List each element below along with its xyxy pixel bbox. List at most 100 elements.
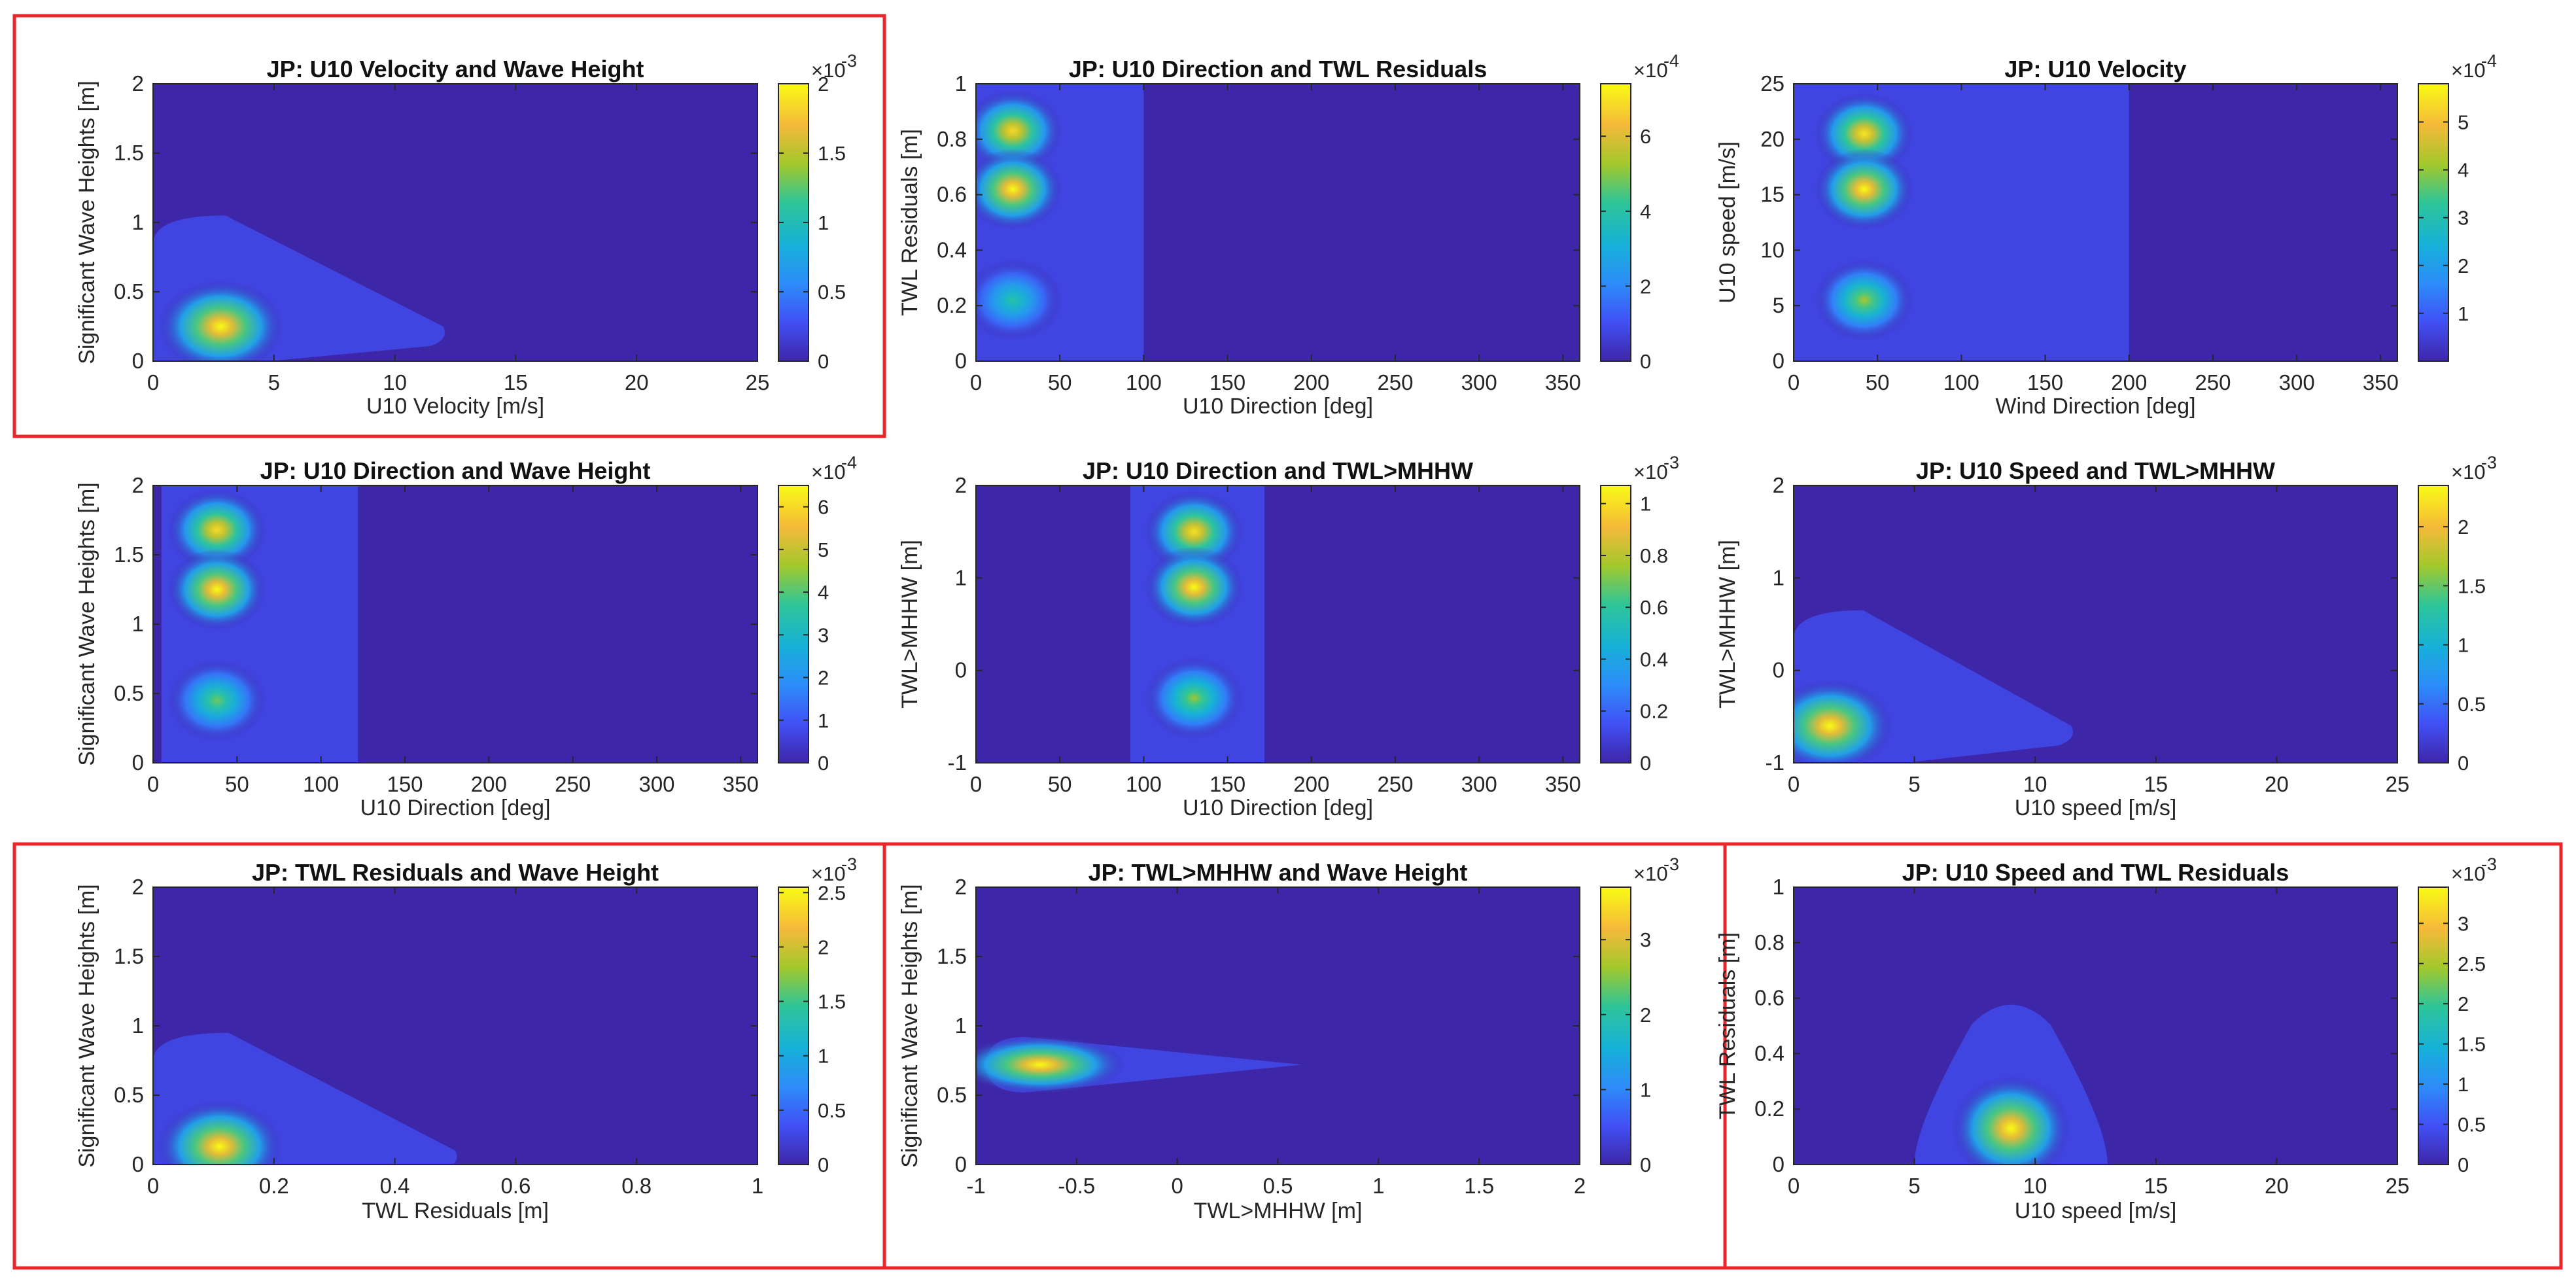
- y-tick-label: 0.4: [937, 237, 967, 262]
- colorbar-tick-label: 1: [2458, 1073, 2469, 1096]
- y-axis-label: U10 speed [m/s]: [1715, 141, 1740, 304]
- x-tick-label: 20: [2265, 1174, 2289, 1198]
- panel-title: JP: TWL>MHHW and Wave Height: [1088, 859, 1468, 886]
- y-tick-label: 0.5: [114, 279, 144, 304]
- colorbar: 0 2 4 6 ×10-4: [1600, 51, 1679, 373]
- colorbar-exponent: -4: [841, 453, 857, 472]
- panel-7: JP: TWL Residuals and Wave Height 0 0.2 0.4…: [75, 854, 857, 1223]
- y-tick-label: 0: [1773, 1152, 1784, 1176]
- colorbar-tick-label: 6: [818, 496, 829, 519]
- colorbar-tick-label: 2.5: [2458, 953, 2486, 975]
- colorbar-multiplier: ×10: [811, 862, 846, 885]
- x-tick-label: 150: [1210, 370, 1245, 395]
- y-axis-label: Significant Wave Heights [m]: [75, 884, 99, 1167]
- density-peak: [1145, 658, 1244, 739]
- density-peak: [167, 549, 266, 630]
- x-tick-label: 5: [1908, 1174, 1920, 1198]
- x-tick-label: 25: [2386, 1174, 2410, 1198]
- x-tick-label: 0: [1788, 772, 1800, 796]
- x-tick-label: 25: [746, 370, 770, 395]
- x-tick-label: 100: [1943, 370, 1979, 395]
- density-peak: [167, 489, 266, 570]
- x-tick-label: 1.5: [1464, 1174, 1494, 1198]
- colorbar-tick-label: 1.5: [818, 142, 846, 165]
- x-tick-label: 200: [471, 772, 507, 796]
- plot-frame: [975, 485, 1580, 763]
- colorbar-exponent: -3: [841, 854, 857, 874]
- x-axis-label: TWL>MHHW [m]: [1194, 1199, 1363, 1223]
- panel-title: JP: U10 Speed and TWL Residuals: [1902, 859, 2289, 886]
- colorbar-tick-label: 2.5: [818, 881, 846, 904]
- colorbar-multiplier: ×10: [811, 59, 846, 82]
- colorbar-tick-label: 1: [1640, 493, 1651, 516]
- y-tick-label: 0.5: [937, 1083, 967, 1107]
- y-tick-label: 0.6: [1754, 986, 1784, 1010]
- x-tick-label: 15: [2144, 1174, 2168, 1198]
- colorbar-gradient: [2418, 84, 2448, 361]
- x-tick-label: 2: [1574, 1174, 1586, 1198]
- x-tick-label: 200: [1293, 370, 1329, 395]
- x-tick-label: 0: [970, 370, 982, 395]
- x-tick-label: 1: [1372, 1174, 1384, 1198]
- x-tick-label: 0: [1171, 1174, 1183, 1198]
- x-tick-label: -0.5: [1058, 1174, 1095, 1198]
- colorbar-exponent: -3: [2481, 854, 2497, 874]
- x-tick-label: 100: [303, 772, 339, 796]
- colorbar-tick-label: 1: [818, 709, 829, 732]
- y-tick-label: 1: [955, 1013, 967, 1038]
- colorbar-tick-label: 4: [1640, 200, 1651, 223]
- colorbar-frame: [2418, 83, 2449, 362]
- y-tick-label: 2: [132, 71, 144, 96]
- colorbar-tick-label: 0.8: [1640, 544, 1668, 567]
- x-tick-label: 150: [1210, 772, 1245, 796]
- density-peak: [1794, 680, 1892, 763]
- x-tick-label: -1: [966, 1174, 985, 1198]
- colorbar: 00.511.52×10-3: [2418, 453, 2497, 775]
- density-peak: [1815, 149, 1913, 230]
- y-tick-label: 1: [1773, 875, 1784, 899]
- x-tick-label: 50: [1048, 370, 1072, 395]
- x-tick-label: 250: [1377, 370, 1413, 395]
- y-tick-label: 0.8: [1754, 930, 1784, 955]
- plot-frame: [975, 83, 1580, 362]
- colorbar-exponent: -3: [1663, 453, 1679, 472]
- colorbar-multiplier: ×10: [2451, 59, 2486, 82]
- x-tick-label: 0: [1788, 1174, 1800, 1198]
- density-peak: [158, 281, 283, 361]
- x-tick-label: 250: [555, 772, 591, 796]
- y-tick-label: 0: [1773, 349, 1784, 373]
- colorbar-tick-label: 0: [818, 350, 829, 373]
- colorbar: 00.511.52×10-3: [778, 51, 857, 373]
- plot-frame: [1793, 485, 2398, 763]
- y-tick-label: 1.5: [937, 944, 967, 968]
- y-tick-label: 0: [132, 1152, 144, 1176]
- y-tick-label: 1: [132, 210, 144, 234]
- y-tick-label: 15: [1760, 183, 1784, 207]
- x-tick-label: 50: [1866, 370, 1890, 395]
- colorbar-tick-label: 2: [2458, 254, 2469, 277]
- colorbar-tick-label: 0.5: [818, 281, 846, 304]
- panel-title: JP: U10 Direction and Wave Height: [260, 457, 651, 484]
- panel-title: JP: TWL Residuals and Wave Height: [252, 859, 659, 886]
- x-tick-label: 300: [1461, 370, 1497, 395]
- density-field: [1794, 84, 2129, 361]
- colorbar-tick-label: 1.5: [2458, 574, 2486, 597]
- colorbar-exponent: -3: [2481, 453, 2497, 472]
- colorbar-tick-label: 1: [2458, 634, 2469, 657]
- x-tick-label: 0.4: [380, 1174, 410, 1198]
- colorbar-tick-label: 3: [2458, 912, 2469, 935]
- x-axis-label: TWL Residuals [m]: [362, 1199, 549, 1223]
- colorbar-tick-label: 2: [818, 73, 829, 96]
- colorbar-multiplier: ×10: [1633, 59, 1668, 82]
- y-tick-label: 1: [132, 1013, 144, 1038]
- colorbar-exponent: -3: [841, 51, 857, 71]
- y-tick-label: 10: [1760, 237, 1784, 262]
- y-tick-label: 1: [955, 565, 967, 589]
- density-field: [161, 485, 358, 763]
- panel-8: JP: TWL>MHHW and Wave Height -1 -0.5 0 0.5 1 1…: [897, 854, 1679, 1223]
- colorbar-tick-label: 1.5: [818, 991, 846, 1013]
- colorbar-tick-label: 0: [818, 752, 829, 775]
